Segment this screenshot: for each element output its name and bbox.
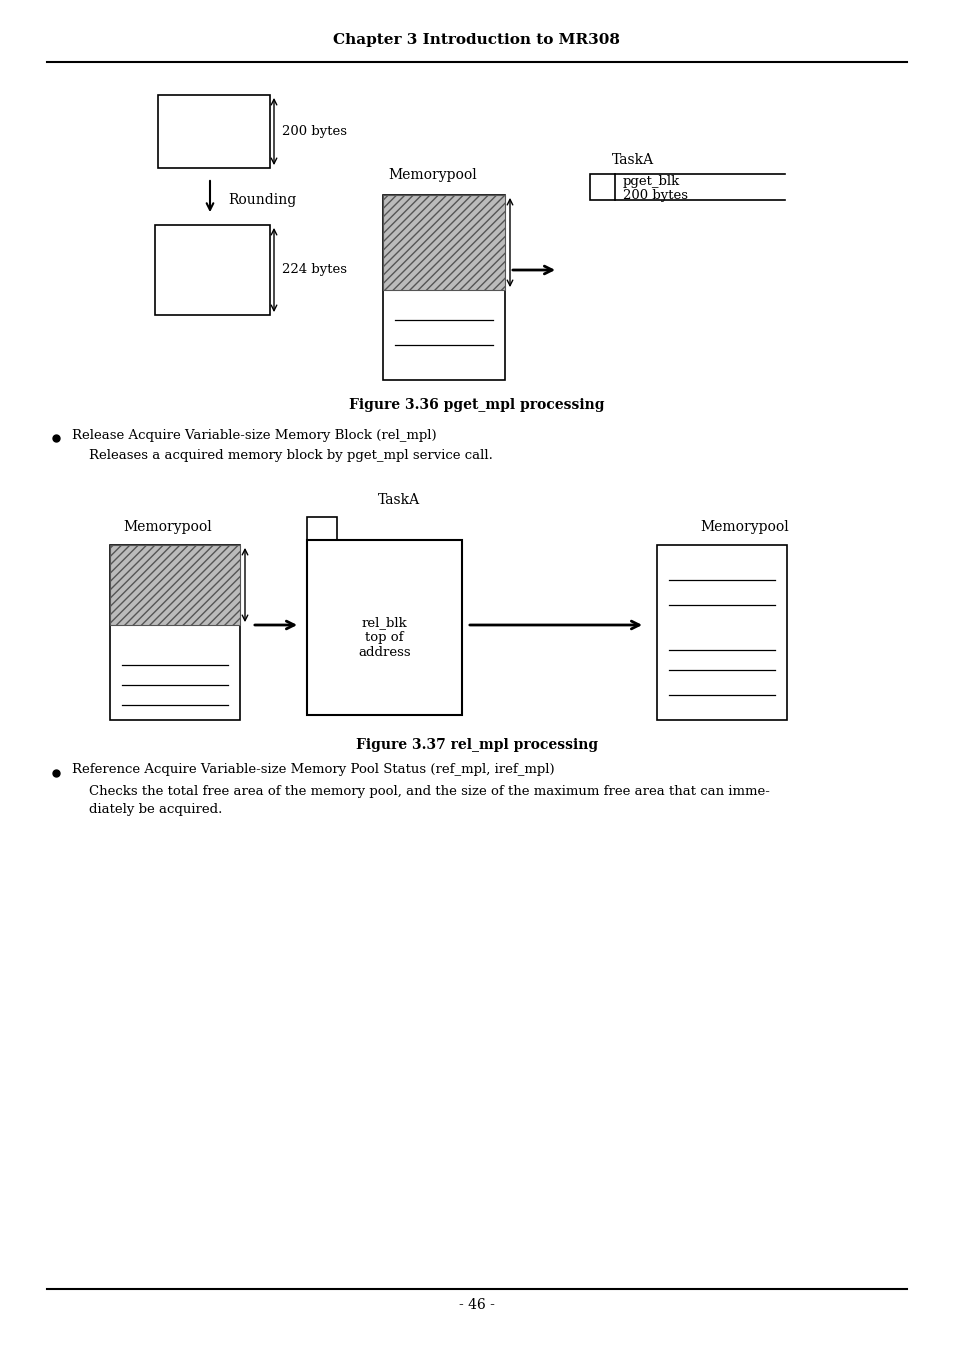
Bar (657, 544, 786, 720)
Text: Memorypool: Memorypool (388, 168, 476, 182)
Text: Memorypool: Memorypool (124, 520, 213, 534)
Text: Rounding: Rounding (228, 193, 296, 207)
Text: top of: top of (365, 631, 403, 644)
Text: Checks the total free area of the memory pool, and the size of the maximum free : Checks the total free area of the memory… (89, 785, 769, 797)
Bar (307, 540, 461, 715)
Text: pget_blk: pget_blk (622, 174, 679, 188)
Bar (589, 174, 615, 200)
Bar (158, 95, 270, 168)
Text: address: address (357, 646, 411, 659)
Text: 200 bytes: 200 bytes (282, 126, 347, 138)
Bar (154, 226, 270, 315)
Text: Figure 3.36 pget_mpl processing: Figure 3.36 pget_mpl processing (349, 399, 604, 412)
Text: rel_blk: rel_blk (361, 616, 407, 630)
Text: TaskA: TaskA (612, 153, 654, 168)
Bar (382, 195, 504, 380)
Text: Figure 3.37 rel_mpl processing: Figure 3.37 rel_mpl processing (355, 738, 598, 753)
Bar (110, 544, 240, 720)
Bar (110, 544, 240, 626)
Text: Release Acquire Variable-size Memory Block (rel_mpl): Release Acquire Variable-size Memory Blo… (71, 428, 436, 442)
Text: 224 bytes: 224 bytes (282, 263, 347, 277)
Text: Reference Acquire Variable-size Memory Pool Status (ref_mpl, iref_mpl): Reference Acquire Variable-size Memory P… (71, 763, 554, 777)
Bar (382, 195, 504, 290)
Bar (307, 517, 336, 540)
Text: - 46 -: - 46 - (458, 1298, 495, 1312)
Text: Memorypool: Memorypool (700, 520, 788, 534)
Text: Chapter 3 Introduction to MR308: Chapter 3 Introduction to MR308 (334, 32, 619, 47)
Text: 200 bytes: 200 bytes (622, 189, 687, 201)
Text: diately be acquired.: diately be acquired. (89, 802, 222, 816)
Text: Releases a acquired memory block by pget_mpl service call.: Releases a acquired memory block by pget… (89, 449, 493, 462)
Text: TaskA: TaskA (377, 493, 419, 507)
